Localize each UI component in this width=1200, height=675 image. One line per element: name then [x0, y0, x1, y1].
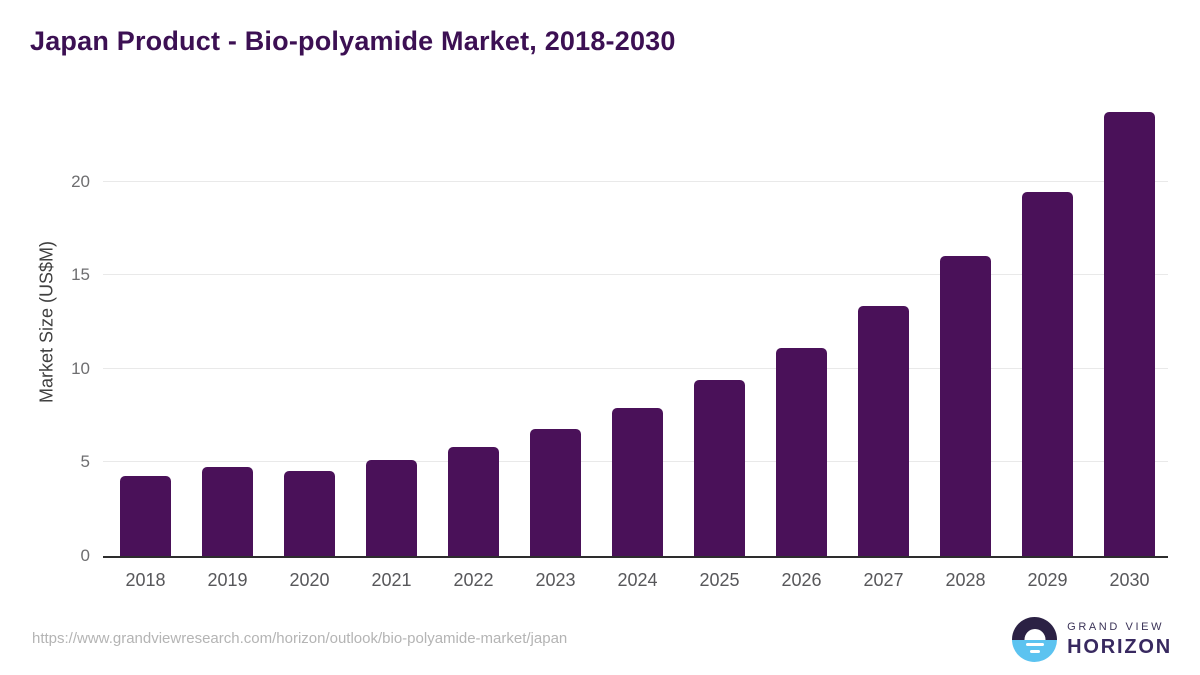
bar-2026[interactable]	[776, 348, 827, 556]
x-axis-label-2019: 2019	[207, 570, 248, 590]
logo-sun-shape	[1024, 629, 1046, 640]
y-tick-label-5: 5	[80, 452, 90, 472]
logo-reflection-line-1	[1025, 642, 1044, 646]
logo-sky-half	[1012, 617, 1058, 640]
bar-2030[interactable]	[1104, 112, 1155, 556]
bar-2027[interactable]	[858, 306, 909, 556]
y-tick-label-20: 20	[71, 171, 90, 191]
brand-name-bottom: HORIZON	[1067, 635, 1172, 658]
plot-area: 0 5 10 15 20 2018 2019 2020 2021 2022 2023 2024 2025…	[71, 100, 1168, 590]
x-axis-label-2024: 2024	[617, 570, 658, 590]
bar-2028[interactable]	[940, 255, 991, 556]
horizon-sun-icon	[1012, 617, 1058, 662]
gridline-y-15	[103, 274, 1168, 276]
bar-2024[interactable]	[612, 408, 663, 556]
gridline-y-20	[103, 180, 1168, 182]
x-axis-label-2029: 2029	[1027, 570, 1068, 590]
x-axis-label-2027: 2027	[863, 570, 904, 590]
brand-logo: GRAND VIEW HORIZON	[1012, 617, 1172, 662]
logo-reflection-line-2	[1029, 649, 1040, 653]
source-url: https://www.grandviewresearch.com/horizo…	[32, 630, 568, 647]
brand-name: GRAND VIEW HORIZON	[1067, 621, 1172, 659]
y-tick-label-15: 15	[71, 265, 90, 285]
bar-2023[interactable]	[530, 428, 581, 556]
x-axis-label-2018: 2018	[125, 570, 166, 590]
x-axis-label-2028: 2028	[945, 570, 986, 590]
bar-2022[interactable]	[448, 446, 499, 556]
x-axis-label-2022: 2022	[453, 570, 494, 590]
bar-2020[interactable]	[284, 470, 335, 556]
y-tick-label-10: 10	[71, 358, 90, 378]
gridline-y-10	[103, 367, 1168, 369]
x-axis-label-2030: 2030	[1109, 570, 1150, 590]
bar-2029[interactable]	[1022, 191, 1073, 556]
brand-name-top: GRAND VIEW	[1067, 620, 1165, 633]
y-tick-label-0: 0	[80, 546, 90, 565]
x-axis-label-2021: 2021	[371, 570, 412, 590]
x-axis-label-2020: 2020	[289, 570, 330, 590]
bar-2025[interactable]	[694, 380, 745, 556]
bar-2021[interactable]	[366, 459, 417, 556]
bar-2019[interactable]	[202, 467, 253, 556]
x-axis-label-2023: 2023	[535, 570, 576, 590]
x-axis-label-2026: 2026	[781, 570, 822, 590]
x-axis-label-2025: 2025	[699, 570, 740, 590]
bar-2018[interactable]	[120, 476, 171, 556]
chart-title: Japan Product - Bio-polyamide Market, 20…	[30, 26, 676, 56]
